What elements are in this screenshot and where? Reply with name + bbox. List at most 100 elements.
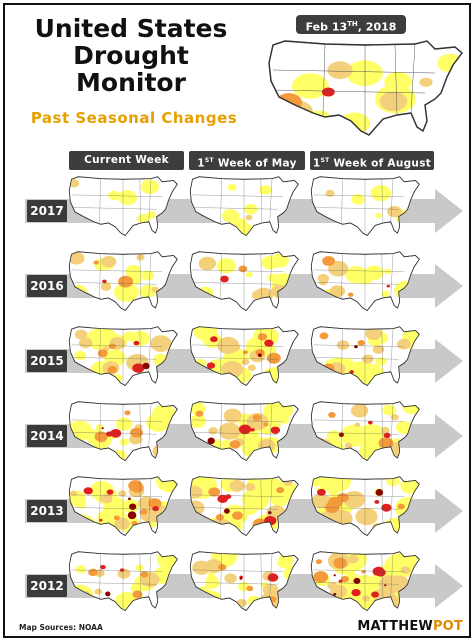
us-border bbox=[189, 251, 299, 312]
extreme-drought-area bbox=[338, 579, 343, 583]
extreme-drought-area bbox=[321, 87, 335, 97]
extreme-drought-area bbox=[316, 488, 326, 496]
severe-drought-area bbox=[347, 292, 354, 297]
abnormally-dry-area bbox=[328, 488, 338, 496]
abnormally-dry-area bbox=[69, 441, 84, 453]
moderate-drought-area bbox=[218, 422, 241, 440]
us-border bbox=[310, 401, 420, 462]
state-border bbox=[260, 404, 263, 449]
moderate-drought-area bbox=[224, 573, 237, 584]
state-border bbox=[341, 328, 343, 374]
column-header-current-week: Current Week bbox=[69, 151, 184, 170]
moderate-drought-area bbox=[245, 483, 256, 492]
abnormally-dry-area bbox=[267, 273, 279, 282]
state-border bbox=[272, 69, 436, 74]
extreme-drought-area bbox=[351, 588, 361, 597]
us-border bbox=[68, 251, 178, 312]
severe-drought-area bbox=[325, 501, 340, 514]
drought-map-2015-col-0 bbox=[68, 326, 178, 387]
drought-map-2017-col-2 bbox=[310, 176, 420, 237]
state-border bbox=[99, 553, 101, 599]
moderate-drought-area bbox=[355, 507, 378, 526]
abnormally-dry-area bbox=[311, 369, 335, 386]
state-border bbox=[220, 478, 222, 524]
abnormally-dry-area bbox=[381, 290, 390, 298]
exceptional-drought-area bbox=[207, 437, 215, 445]
abnormally-dry-area bbox=[146, 211, 157, 219]
state-border bbox=[70, 207, 157, 210]
severe-drought-area bbox=[232, 511, 243, 520]
severe-drought-area bbox=[215, 514, 224, 521]
extreme-drought-area bbox=[375, 568, 386, 577]
severe-drought-area bbox=[313, 571, 329, 583]
state-border bbox=[99, 403, 101, 449]
state-border bbox=[260, 479, 263, 524]
state-border bbox=[71, 569, 163, 572]
date-year: , 2018 bbox=[357, 20, 397, 34]
moderate-drought-area bbox=[69, 252, 85, 265]
state-border bbox=[192, 344, 284, 347]
state-border bbox=[148, 253, 152, 297]
state-border bbox=[70, 432, 157, 435]
severe-drought-area bbox=[94, 431, 108, 442]
abnormally-dry-area bbox=[114, 282, 139, 302]
severe-drought-area bbox=[255, 349, 265, 357]
state-border bbox=[192, 194, 284, 197]
extreme-drought-area bbox=[133, 340, 140, 346]
state-border bbox=[99, 253, 101, 299]
moderate-drought-area bbox=[101, 255, 117, 268]
state-border bbox=[99, 478, 101, 524]
us-border bbox=[68, 476, 178, 537]
column-label: 1 bbox=[312, 157, 321, 170]
brand-name-accent: POT bbox=[432, 619, 463, 634]
state-border bbox=[390, 553, 394, 597]
brand-name: MATTHEW bbox=[357, 619, 433, 634]
column-tail: Week of August bbox=[329, 157, 432, 170]
abnormally-dry-area bbox=[118, 190, 138, 206]
abnormally-dry-area bbox=[398, 552, 418, 567]
drought-map-2013-col-0 bbox=[68, 476, 178, 537]
map-sources: Map Sources: NOAA bbox=[19, 623, 103, 632]
severe-drought-area bbox=[397, 503, 405, 510]
column-label: Current Week bbox=[84, 154, 169, 166]
column-header-first-week-august: 1ST Week of August bbox=[310, 151, 434, 170]
state-border bbox=[70, 282, 157, 285]
abnormally-dry-area bbox=[277, 556, 293, 569]
us-outline bbox=[68, 176, 178, 236]
severe-drought-area bbox=[118, 275, 134, 288]
drought-map-2016-col-2 bbox=[310, 251, 420, 312]
abnormally-dry-area bbox=[409, 352, 418, 359]
moderate-drought-area bbox=[247, 364, 256, 371]
state-border bbox=[313, 269, 405, 272]
state-border bbox=[220, 328, 222, 374]
severe-drought-area bbox=[140, 571, 149, 578]
abnormally-dry-area bbox=[115, 417, 133, 431]
exceptional-drought-area bbox=[333, 574, 336, 577]
state-border bbox=[148, 478, 152, 522]
moderate-drought-area bbox=[365, 327, 382, 341]
moderate-drought-area bbox=[258, 438, 276, 453]
brand-logo: MATTHEWPOT bbox=[357, 619, 463, 634]
moderate-drought-area bbox=[192, 560, 211, 575]
moderate-drought-area bbox=[241, 358, 250, 365]
state-border bbox=[313, 344, 405, 347]
severe-drought-area bbox=[88, 568, 98, 577]
us-border bbox=[189, 401, 299, 462]
abnormally-dry-area bbox=[108, 190, 121, 201]
abnormally-dry-area bbox=[78, 519, 92, 531]
moderate-drought-area bbox=[78, 595, 87, 602]
moderate-drought-area bbox=[419, 77, 433, 87]
extreme-drought-area bbox=[374, 500, 380, 504]
state-border bbox=[71, 194, 163, 197]
state-border bbox=[191, 507, 278, 510]
us-border bbox=[310, 251, 420, 312]
abnormally-dry-area bbox=[163, 583, 178, 596]
abnormally-dry-area bbox=[311, 288, 324, 301]
state-border bbox=[71, 494, 163, 497]
moderate-drought-area bbox=[114, 517, 130, 530]
abnormally-dry-area bbox=[340, 524, 348, 531]
state-border bbox=[269, 478, 273, 522]
moderate-drought-area bbox=[236, 598, 247, 608]
severe-drought-area bbox=[208, 487, 221, 497]
column-header-first-week-may: 1ST Week of May bbox=[189, 151, 305, 170]
